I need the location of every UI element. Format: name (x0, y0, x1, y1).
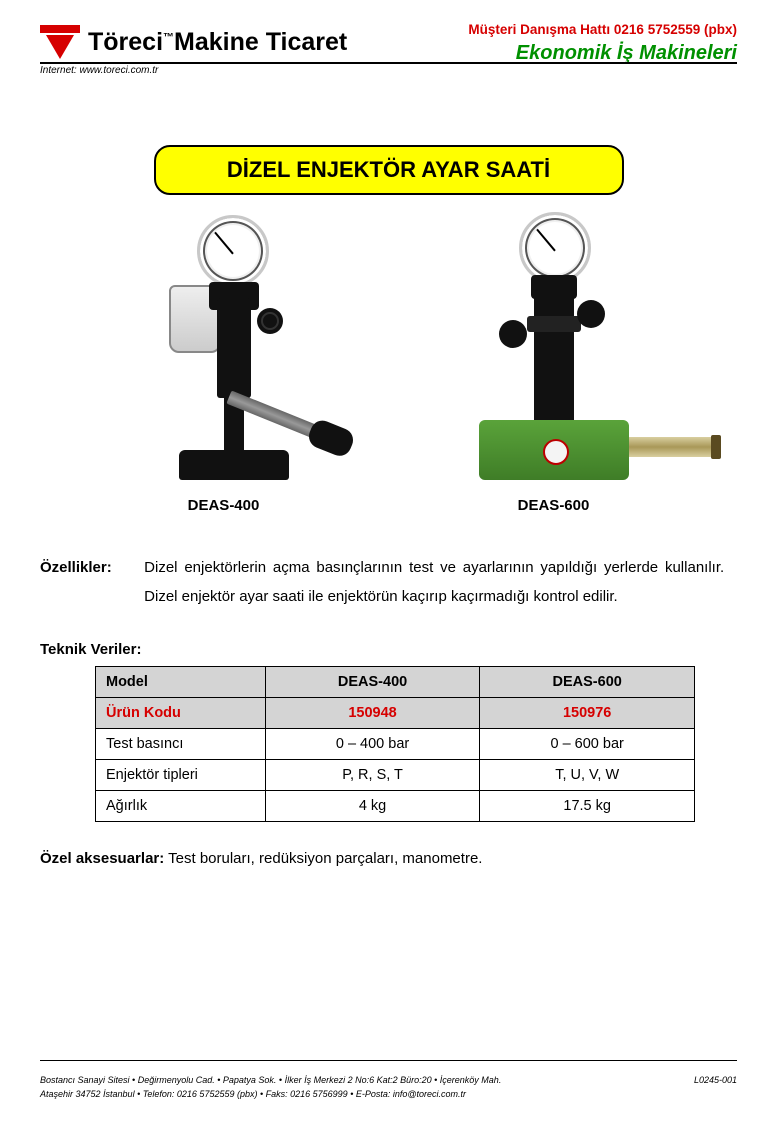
accessories-label: Özel aksesuarlar: (40, 850, 164, 867)
product-label-deas-600: DEAS-600 (424, 497, 684, 514)
logo-icon (40, 20, 82, 62)
table-row: Enjektör tipleri P, R, S, T T, U, V, W (96, 760, 695, 791)
trademark: ™ (163, 32, 174, 44)
product-image-deas-600 (439, 220, 669, 485)
row-label: Enjektör tipleri (96, 760, 266, 791)
features-text: Dizel enjektörlerin açma basınçlarının t… (144, 554, 724, 611)
gauge-icon (519, 212, 591, 284)
tech-data-heading: Teknik Veriler: (40, 641, 737, 658)
page-title: DİZEL ENJEKTÖR AYAR SAATİ (154, 145, 624, 195)
footer-line-1: Bostancı Sanayi Sitesi • Değirmenyolu Ca… (40, 1074, 501, 1088)
table-row: Ağırlık 4 kg 17.5 kg (96, 791, 695, 822)
row-val-1: 0 – 400 bar (265, 729, 480, 760)
product-gallery: DEAS-400 DEAS-600 (40, 220, 737, 514)
code-deas600: 150976 (480, 698, 695, 729)
row-val-2: 0 – 600 bar (480, 729, 695, 760)
accessories-section: Özel aksesuarlar: Test boruları, redüksi… (40, 850, 737, 867)
col-deas400: DEAS-400 (265, 667, 480, 698)
row-label: Ağırlık (96, 791, 266, 822)
row-label: Test basıncı (96, 729, 266, 760)
product-deas-400: DEAS-400 (94, 220, 354, 514)
accessories-text: Test boruları, redüksiyon parçaları, man… (164, 850, 482, 867)
page-footer: Bostancı Sanayi Sitesi • Değirmenyolu Ca… (40, 1074, 737, 1101)
col-model: Model (96, 667, 266, 698)
header-divider (40, 62, 737, 64)
document-id: L0245-001 (694, 1074, 737, 1101)
hotline-text: Müşteri Danışma Hattı 0216 5752559 (pbx) (468, 22, 737, 37)
spec-table: Model DEAS-400 DEAS-600 Ürün Kodu 150948… (95, 666, 695, 822)
page-header: Töreci™Makine Ticaret Müşteri Danışma Ha… (40, 20, 737, 90)
company-pre: Töreci (88, 28, 163, 56)
footer-address: Bostancı Sanayi Sitesi • Değirmenyolu Ca… (40, 1074, 501, 1101)
company-name: Töreci™Makine Ticaret (88, 28, 347, 57)
row-val-1: P, R, S, T (265, 760, 480, 791)
row-val-1: 4 kg (265, 791, 480, 822)
table-row: Test basıncı 0 – 400 bar 0 – 600 bar (96, 729, 695, 760)
row-val-2: T, U, V, W (480, 760, 695, 791)
footer-line-2: Ataşehir 34752 İstanbul • Telefon: 0216 … (40, 1088, 501, 1102)
col-deas600: DEAS-600 (480, 667, 695, 698)
code-deas400: 150948 (265, 698, 480, 729)
product-deas-600: DEAS-600 (424, 220, 684, 514)
product-label-deas-400: DEAS-400 (94, 497, 354, 514)
company-post: Makine Ticaret (174, 28, 347, 56)
table-header-row: Model DEAS-400 DEAS-600 (96, 667, 695, 698)
row-val-2: 17.5 kg (480, 791, 695, 822)
features-section: Özellikler: Dizel enjektörlerin açma bas… (40, 554, 737, 611)
product-image-deas-400 (109, 220, 339, 485)
footer-divider (40, 1060, 737, 1061)
code-label: Ürün Kodu (96, 698, 266, 729)
gauge-icon (197, 215, 269, 287)
website-url: Internet: www.toreci.com.tr (40, 65, 158, 76)
features-label: Özellikler: (40, 554, 140, 583)
table-row-code: Ürün Kodu 150948 150976 (96, 698, 695, 729)
